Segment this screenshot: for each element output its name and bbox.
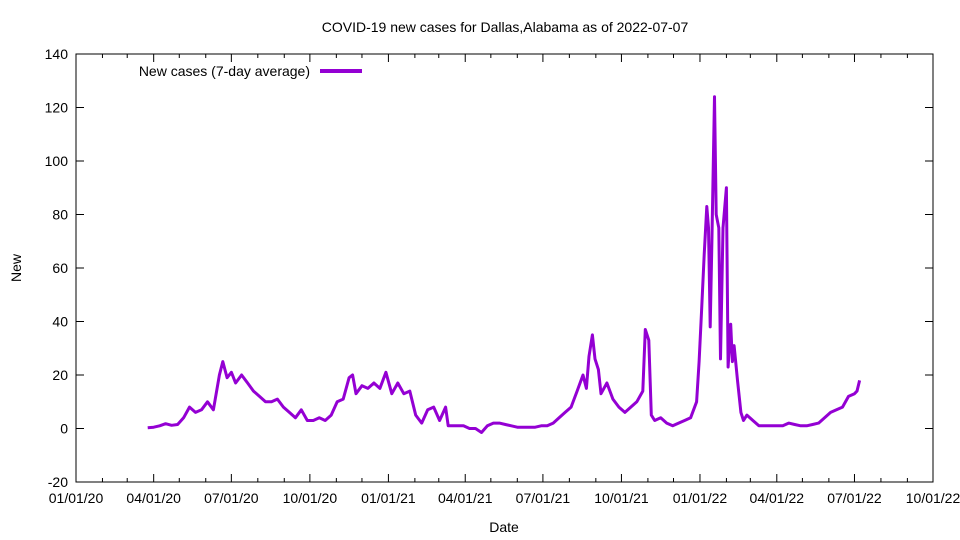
y-tick-label: 40: [52, 314, 68, 330]
y-tick-label: -20: [48, 474, 68, 490]
x-tick-label: 04/01/22: [750, 490, 805, 506]
axis-ticks: -20 0 20 40 60 80 100 120 140 01/01/20 04/01/20 07/…: [45, 46, 960, 506]
series-line: [147, 95, 862, 434]
y-tick-label: 140: [45, 46, 69, 62]
y-tick-label: 0: [60, 421, 68, 437]
plot-series: [147, 95, 862, 434]
x-tick-label: 04/01/20: [126, 490, 181, 506]
x-tick-label: 07/01/20: [204, 490, 259, 506]
x-tick-label: 10/01/21: [594, 490, 649, 506]
y-tick-label: 80: [52, 207, 68, 223]
x-tick-label: 01/01/21: [361, 490, 416, 506]
y-tick-label: 100: [45, 153, 69, 169]
x-tick-label: 10/01/20: [283, 490, 338, 506]
x-tick-label: 07/01/22: [827, 490, 882, 506]
y-tick-label: 120: [45, 100, 69, 116]
legend: New cases (7-day average): [139, 63, 362, 79]
x-tick-label: 01/01/22: [673, 490, 728, 506]
legend-label: New cases (7-day average): [139, 63, 310, 79]
y-axis-label: New: [8, 253, 24, 282]
y-tick-label: 20: [52, 367, 68, 383]
x-tick-label: 07/01/21: [516, 490, 571, 506]
x-tick-label: 04/01/21: [438, 490, 493, 506]
x-tick-label: 10/01/22: [906, 490, 960, 506]
x-axis-label: Date: [489, 519, 519, 535]
y-tick-label: 60: [52, 260, 68, 276]
plot-area-border: [75, 53, 934, 483]
chart-title: COVID-19 new cases for Dallas,Alabama as…: [322, 19, 689, 35]
x-tick-label: 01/01/20: [49, 490, 104, 506]
